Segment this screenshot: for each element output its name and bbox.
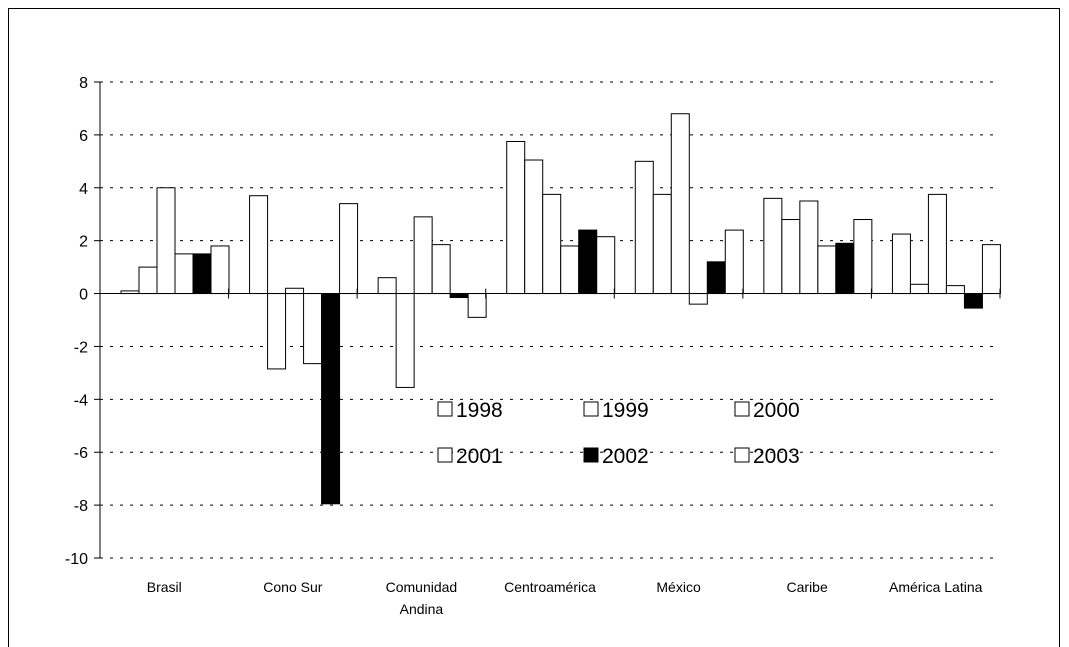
bar xyxy=(524,159,544,295)
bar xyxy=(377,277,397,295)
bar xyxy=(339,203,359,295)
bar xyxy=(799,200,819,295)
y-tick-label: -6 xyxy=(74,445,88,462)
y-tick-label: 6 xyxy=(79,128,88,145)
bar xyxy=(431,244,451,295)
legend-swatch xyxy=(437,447,453,463)
y-tick-label: -2 xyxy=(74,339,88,356)
bar xyxy=(596,236,616,295)
y-tick-label: -10 xyxy=(65,551,88,568)
bar xyxy=(467,293,487,318)
bar xyxy=(652,193,672,295)
y-tick-label: -8 xyxy=(74,498,88,515)
bar xyxy=(210,245,230,295)
legend-swatch xyxy=(734,447,750,463)
legend-label: 1998 xyxy=(456,399,503,422)
y-tick-label: 2 xyxy=(79,234,88,251)
x-category-label: Cono Sur xyxy=(263,579,322,595)
x-category-label: Comunidad xyxy=(386,579,458,595)
x-category-label: Caribe xyxy=(787,579,828,595)
bar xyxy=(285,287,305,295)
x-category-label: Brasil xyxy=(147,579,182,595)
bar xyxy=(835,242,855,295)
y-tick-label: 4 xyxy=(79,181,88,198)
legend-label: 2003 xyxy=(753,445,800,468)
axes: 8 6 4 2 0 -2 -4 -6 -8 -10 Brasil Cono Sur Comunidad A… xyxy=(65,75,1001,617)
bar xyxy=(634,160,654,295)
x-category-label: América Latina xyxy=(889,579,983,595)
bar xyxy=(542,193,562,295)
legend-swatch xyxy=(437,401,453,417)
bar xyxy=(174,253,194,295)
bar xyxy=(506,141,526,295)
bar xyxy=(303,293,323,365)
bar xyxy=(138,266,158,295)
bar xyxy=(249,195,269,295)
bar xyxy=(927,193,947,295)
bar xyxy=(891,233,911,295)
y-tick-label: 8 xyxy=(79,75,88,92)
bar xyxy=(945,285,965,295)
x-category-label: México xyxy=(656,579,701,595)
y-tick-label: -4 xyxy=(74,392,88,409)
legend-swatch xyxy=(734,401,750,417)
legend-swatch xyxy=(583,401,599,417)
bar xyxy=(449,293,469,299)
bar xyxy=(981,244,1001,295)
legend-label: 2002 xyxy=(602,445,649,468)
legend-label: 2000 xyxy=(753,399,800,422)
bar xyxy=(395,293,415,388)
bar xyxy=(853,219,873,295)
bar xyxy=(724,229,744,295)
legend: 1998 1999 2000 2001 2002 2003 xyxy=(437,399,800,468)
bars xyxy=(120,113,1001,505)
bar xyxy=(763,197,783,295)
bar xyxy=(578,229,598,295)
bar xyxy=(688,293,708,305)
chart-frame xyxy=(8,8,1060,647)
x-category-label: Centroamérica xyxy=(504,579,596,595)
legend-label: 2001 xyxy=(456,445,503,468)
legend-label: 1999 xyxy=(602,399,649,422)
bar xyxy=(670,113,690,295)
y-tick-label: 0 xyxy=(79,287,88,304)
legend-swatch xyxy=(583,447,599,463)
bar xyxy=(781,219,801,295)
x-category-label: Andina xyxy=(400,601,444,617)
gridlines xyxy=(100,81,1000,559)
bar xyxy=(321,293,341,505)
bar xyxy=(909,283,929,295)
bar xyxy=(706,261,726,295)
bar xyxy=(192,253,212,295)
bar xyxy=(817,245,837,295)
bar xyxy=(413,216,433,295)
bar xyxy=(560,245,580,295)
bar xyxy=(267,293,287,370)
bar xyxy=(963,293,983,309)
bar xyxy=(156,187,176,295)
